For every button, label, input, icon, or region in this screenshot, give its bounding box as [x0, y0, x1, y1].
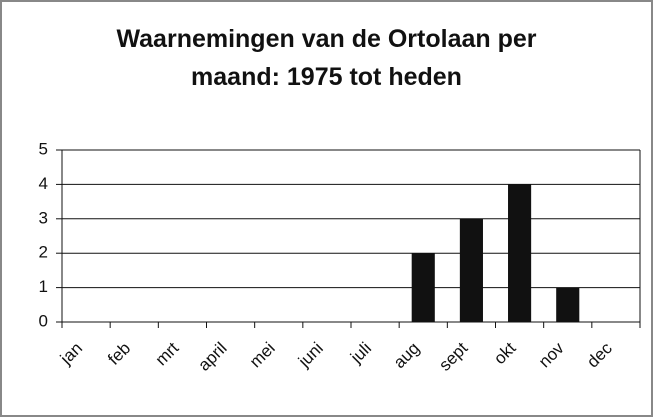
bar [556, 287, 580, 322]
chart-title-box: Waarnemingen van de Ortolaan per maand: … [0, 20, 653, 96]
x-tick-label: juni [294, 339, 327, 372]
bar [411, 253, 435, 322]
y-tick-label: 4 [39, 174, 48, 193]
x-tick-label: dec [583, 338, 616, 371]
chart-title: Waarnemingen van de Ortolaan per maand: … [116, 25, 537, 91]
y-tick-label: 3 [39, 208, 48, 227]
x-tick-label: feb [104, 339, 134, 369]
x-tick-label: april [194, 339, 230, 375]
x-tick-label: juli [346, 339, 375, 368]
x-tick-label: sept [435, 338, 471, 374]
y-tick-label: 2 [39, 243, 48, 262]
x-tick-label: jan [56, 339, 86, 369]
bar [508, 184, 532, 322]
x-tick-label: mrt [152, 338, 183, 369]
y-tick-label: 0 [39, 311, 48, 330]
x-tick-label: okt [490, 338, 520, 368]
y-tick-label: 5 [39, 139, 48, 158]
x-tick-label: nov [535, 338, 568, 371]
bar [459, 218, 483, 322]
y-tick-label: 1 [39, 277, 48, 296]
x-tick-label: mei [246, 339, 279, 372]
x-tick-label: aug [390, 339, 423, 372]
